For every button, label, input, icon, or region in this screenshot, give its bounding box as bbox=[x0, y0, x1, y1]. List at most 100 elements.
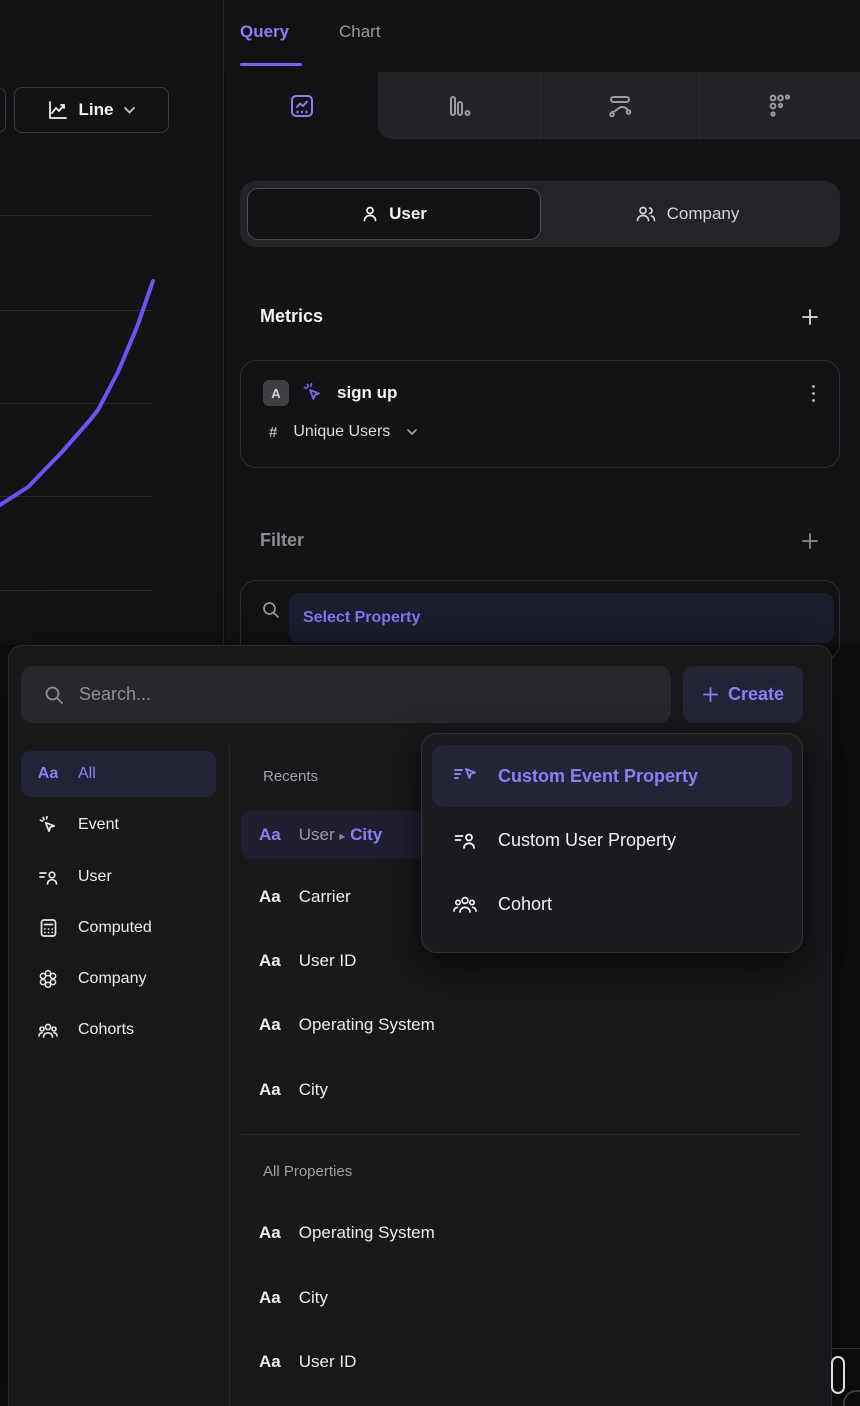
funnel-dots-icon bbox=[767, 92, 793, 120]
company-users-icon bbox=[635, 205, 657, 223]
tab-chart[interactable]: Chart bbox=[339, 22, 381, 41]
aa-icon: Aa bbox=[259, 951, 281, 970]
flow-chart-icon bbox=[606, 93, 634, 119]
entity-toggle-user[interactable]: User bbox=[247, 188, 541, 240]
chart-type-label: Line bbox=[78, 100, 114, 119]
calculator-icon bbox=[35, 918, 61, 938]
user-icon bbox=[361, 205, 379, 223]
property-item-label: User ID bbox=[298, 1352, 357, 1371]
line-chart-icon bbox=[47, 99, 69, 121]
tab-query[interactable]: Query bbox=[240, 22, 290, 41]
plus-icon bbox=[703, 687, 718, 702]
create-menu: Custom Event Property Custom User Proper… bbox=[421, 733, 803, 953]
event-click-icon bbox=[302, 382, 324, 404]
property-item[interactable]: Aa Operating System bbox=[241, 1209, 801, 1257]
category-event[interactable]: Event bbox=[21, 802, 216, 848]
metric-event-name[interactable]: sign up bbox=[337, 383, 398, 402]
viz-tab-bar[interactable] bbox=[378, 72, 540, 139]
hash-icon: # bbox=[269, 423, 278, 441]
cohort-people-icon bbox=[450, 894, 480, 914]
aa-icon: Aa bbox=[259, 887, 281, 906]
chevron-down-icon bbox=[123, 106, 136, 115]
aa-icon: Aa bbox=[259, 1015, 281, 1034]
aa-icon: Aa bbox=[259, 1352, 281, 1371]
recent-item-label: Carrier bbox=[298, 887, 351, 906]
menu-item-cohort[interactable]: Cohort bbox=[432, 873, 792, 935]
bar-chart-icon bbox=[446, 92, 472, 120]
aa-icon: Aa bbox=[259, 1223, 281, 1242]
user-list-icon bbox=[35, 868, 61, 886]
recents-heading: Recents bbox=[263, 768, 319, 785]
recent-item-label: User ID bbox=[298, 951, 357, 970]
viz-tab-flow[interactable] bbox=[540, 72, 700, 139]
aa-icon: Aa bbox=[259, 1288, 281, 1307]
panel-corner-fragment bbox=[843, 1390, 860, 1406]
menu-item-custom-user-property[interactable]: Custom User Property bbox=[432, 809, 792, 871]
event-click-icon bbox=[35, 815, 61, 836]
aggregation-dropdown[interactable]: # Unique Users bbox=[269, 423, 418, 441]
property-item[interactable]: Aa City bbox=[241, 1274, 801, 1322]
search-icon bbox=[261, 600, 281, 620]
recent-item-path: User ▸ City bbox=[299, 825, 383, 845]
metrics-section-header: Metrics bbox=[260, 306, 820, 327]
create-button[interactable]: Create bbox=[683, 666, 803, 723]
category-user[interactable]: User bbox=[21, 854, 216, 900]
category-cohorts[interactable]: Cohorts bbox=[21, 1007, 216, 1053]
chart-preview-panel: Line bbox=[0, 0, 224, 645]
category-label: Event bbox=[78, 816, 119, 833]
kebab-menu-icon[interactable] bbox=[808, 381, 819, 406]
recent-item-label: City bbox=[298, 1080, 329, 1099]
property-item[interactable]: Aa User ID bbox=[241, 1338, 801, 1386]
category-label: Computed bbox=[78, 919, 152, 936]
property-picker-popover: Search... Create Aa All Event bbox=[8, 645, 832, 1406]
recent-item[interactable]: Aa Operating System bbox=[241, 1001, 801, 1049]
category-label: User bbox=[78, 868, 112, 885]
recent-item-group: User bbox=[298, 825, 335, 844]
menu-item-label: Custom Event Property bbox=[498, 765, 699, 786]
select-property-value: Select Property bbox=[303, 609, 421, 626]
aggregation-label: Unique Users bbox=[293, 423, 391, 440]
insights-chart-icon bbox=[288, 92, 316, 120]
active-tab-indicator bbox=[240, 63, 302, 66]
chart-type-dropdown[interactable]: Line bbox=[14, 87, 169, 133]
select-property-input[interactable]: Select Property bbox=[289, 593, 834, 643]
trend-chart bbox=[0, 279, 155, 507]
recent-item[interactable]: Aa User ID bbox=[241, 937, 801, 985]
add-filter-button[interactable] bbox=[800, 531, 820, 551]
metric-card: A sign up # Unique Users bbox=[240, 360, 840, 468]
aa-icon: Aa bbox=[259, 825, 281, 844]
property-search-input[interactable]: Search... bbox=[21, 666, 671, 723]
column-divider bbox=[229, 746, 230, 1406]
add-metric-button[interactable] bbox=[800, 307, 820, 327]
search-placeholder: Search... bbox=[79, 684, 152, 704]
custom-event-property-icon bbox=[450, 765, 480, 787]
custom-user-property-icon bbox=[450, 830, 480, 850]
menu-item-label: Custom User Property bbox=[498, 829, 677, 850]
company-flower-icon bbox=[35, 969, 61, 989]
all-properties-heading: All Properties bbox=[263, 1163, 353, 1180]
category-all[interactable]: Aa All bbox=[21, 751, 216, 797]
category-company[interactable]: Company bbox=[21, 956, 216, 1002]
series-badge: A bbox=[263, 380, 289, 406]
category-computed[interactable]: Computed bbox=[21, 905, 216, 951]
viz-tab-insights[interactable] bbox=[225, 72, 378, 139]
partial-button-fragment[interactable] bbox=[831, 1356, 845, 1394]
viz-tab-funnel[interactable] bbox=[700, 72, 860, 139]
recent-item[interactable]: Aa Carrier bbox=[241, 873, 801, 921]
category-label: Company bbox=[78, 970, 147, 987]
entity-toggle-company[interactable]: Company bbox=[541, 188, 833, 240]
entity-company-label: Company bbox=[666, 204, 740, 223]
create-button-label: Create bbox=[727, 684, 785, 704]
breadcrumb-arrow-icon: ▸ bbox=[339, 829, 346, 843]
property-item-label: Operating System bbox=[298, 1223, 435, 1242]
chevron-down-icon bbox=[406, 428, 418, 436]
entity-toggle: User Company bbox=[240, 181, 840, 247]
aa-icon: Aa bbox=[37, 765, 59, 782]
recent-item[interactable]: Aa City bbox=[241, 1066, 801, 1114]
filter-section-header: Filter bbox=[260, 530, 820, 551]
cohorts-people-icon bbox=[35, 1021, 61, 1039]
recent-item-label: Operating System bbox=[298, 1015, 435, 1034]
menu-item-custom-event-property[interactable]: Custom Event Property bbox=[432, 745, 792, 807]
aa-icon: Aa bbox=[259, 1080, 281, 1099]
